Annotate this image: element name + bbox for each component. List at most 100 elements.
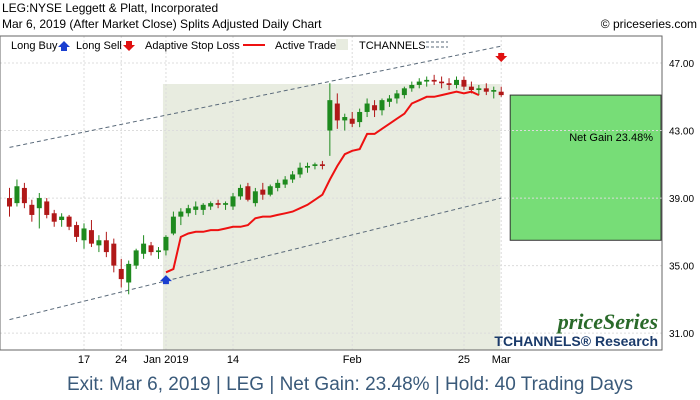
- y-tick-label: 39.00: [669, 194, 694, 205]
- x-tick-label: 24: [115, 354, 127, 366]
- candle-body: [252, 191, 258, 204]
- x-tick-label: 14: [227, 354, 239, 366]
- candle-body: [200, 204, 206, 210]
- candle-body: [44, 201, 50, 215]
- candle-body: [193, 206, 199, 210]
- candle-body: [416, 81, 422, 85]
- candle-body: [379, 100, 385, 111]
- candle-body: [14, 186, 20, 204]
- candle-body: [103, 240, 109, 253]
- candle-body: [364, 103, 370, 112]
- candle-body: [66, 216, 72, 227]
- candle-body: [282, 179, 288, 185]
- candle-body: [170, 216, 176, 234]
- candle-body: [230, 196, 236, 207]
- candle-body: [126, 263, 132, 283]
- candle-body: [178, 211, 184, 217]
- candle-body: [51, 213, 57, 222]
- candle-body: [148, 245, 154, 253]
- net-gain-label: Net Gain 23.48%: [569, 132, 653, 144]
- buy-arrow-icon: [58, 41, 70, 51]
- candle-body: [223, 203, 229, 205]
- candle-body: [111, 243, 117, 266]
- copyright-text: © priceseries.com: [600, 17, 697, 31]
- adaptive-stop-line: [165, 90, 480, 274]
- x-tick-label: Jan 2019: [143, 354, 188, 366]
- candle-body: [267, 186, 273, 195]
- candle-body: [357, 111, 363, 123]
- candle-body: [260, 189, 266, 195]
- candle-body: [312, 164, 318, 166]
- candle-body: [290, 174, 296, 180]
- long-buy-marker: [159, 275, 172, 285]
- candle-body: [342, 117, 348, 121]
- candle-body: [372, 105, 378, 111]
- legend-long-sell: Long Sell: [76, 40, 122, 52]
- candle-body: [327, 100, 333, 131]
- candle-body: [21, 187, 27, 204]
- chart-title: LEG:NYSE Leggett & Platt, Incorporated: [2, 1, 219, 15]
- priceseries-brand: priceSeries: [556, 309, 658, 334]
- candle-body: [74, 225, 80, 237]
- candle-body: [349, 118, 355, 124]
- candle-body: [424, 79, 430, 82]
- candle-body: [36, 198, 42, 209]
- chart-header: LEG:NYSE Leggett & Platt, Incorporated M…: [0, 0, 700, 36]
- trade-summary-footer: Exit: Mar 6, 2019 | LEG | Net Gain: 23.4…: [66, 374, 634, 395]
- tchannels-research-label: TCHANNELS® Research: [494, 333, 658, 349]
- candle-body: [476, 88, 482, 91]
- long-sell-marker: [495, 52, 508, 62]
- net-gain-box: [509, 94, 662, 241]
- candle-body: [468, 86, 474, 91]
- candle-body: [163, 236, 169, 251]
- candle-body: [446, 83, 452, 85]
- candle-body: [156, 250, 161, 253]
- chart-legend: Long Buy Long Sell Adaptive Stop Loss Ac…: [11, 39, 448, 52]
- candle-body: [454, 79, 459, 85]
- y-tick-label: 31.00: [669, 329, 694, 340]
- legend-active-trade: Active Trade: [275, 40, 336, 52]
- channel-lower-line: [9, 197, 502, 321]
- price-chart: 31.00 35.00 39.00 43.00 47.00 17 24 Jan 2019 14 F…: [0, 35, 694, 366]
- candle-body: [483, 88, 489, 92]
- candle-body: [141, 243, 147, 254]
- x-tick-label: Feb: [343, 354, 362, 366]
- candle-body: [245, 186, 251, 200]
- x-tick-label: 25: [458, 354, 470, 366]
- active-trade-swatch: [336, 39, 348, 50]
- candle-body: [7, 198, 12, 207]
- sell-arrow-icon: [123, 41, 135, 51]
- candle-body: [305, 165, 310, 168]
- candle-body: [215, 203, 221, 205]
- y-tick-label: 35.00: [669, 262, 694, 273]
- legend-tchannels: TCHANNELS: [359, 40, 426, 52]
- candle-body: [386, 98, 392, 102]
- candle-body: [297, 167, 303, 175]
- chart-subtitle: Mar 6, 2019 (After Market Close) Splits …: [2, 17, 322, 31]
- candle-body: [394, 93, 400, 99]
- candle-body: [319, 164, 325, 166]
- candle-body: [461, 79, 467, 87]
- candle-body: [334, 103, 340, 121]
- plot-frame: [0, 35, 663, 351]
- y-tick-label: 47.00: [669, 59, 694, 70]
- candle-body: [59, 216, 65, 221]
- candle-body: [96, 240, 102, 246]
- candle-body: [237, 187, 243, 197]
- candle-body: [29, 204, 35, 215]
- candle-body: [81, 228, 87, 241]
- candle-body: [118, 268, 124, 280]
- candle-body: [431, 79, 437, 82]
- candle-body: [133, 250, 139, 266]
- candle-body: [498, 91, 504, 96]
- legend-adaptive-stop: Adaptive Stop Loss: [145, 40, 240, 52]
- candle-body: [208, 203, 214, 207]
- candle-body: [401, 88, 407, 96]
- candle-body: [185, 208, 191, 214]
- legend-long-buy: Long Buy: [11, 40, 58, 52]
- x-tick-label: 17: [78, 354, 90, 366]
- candle-body: [491, 90, 497, 92]
- x-tick-label: Mar: [492, 354, 511, 366]
- candle-body: [409, 84, 415, 89]
- candle-body: [439, 81, 445, 84]
